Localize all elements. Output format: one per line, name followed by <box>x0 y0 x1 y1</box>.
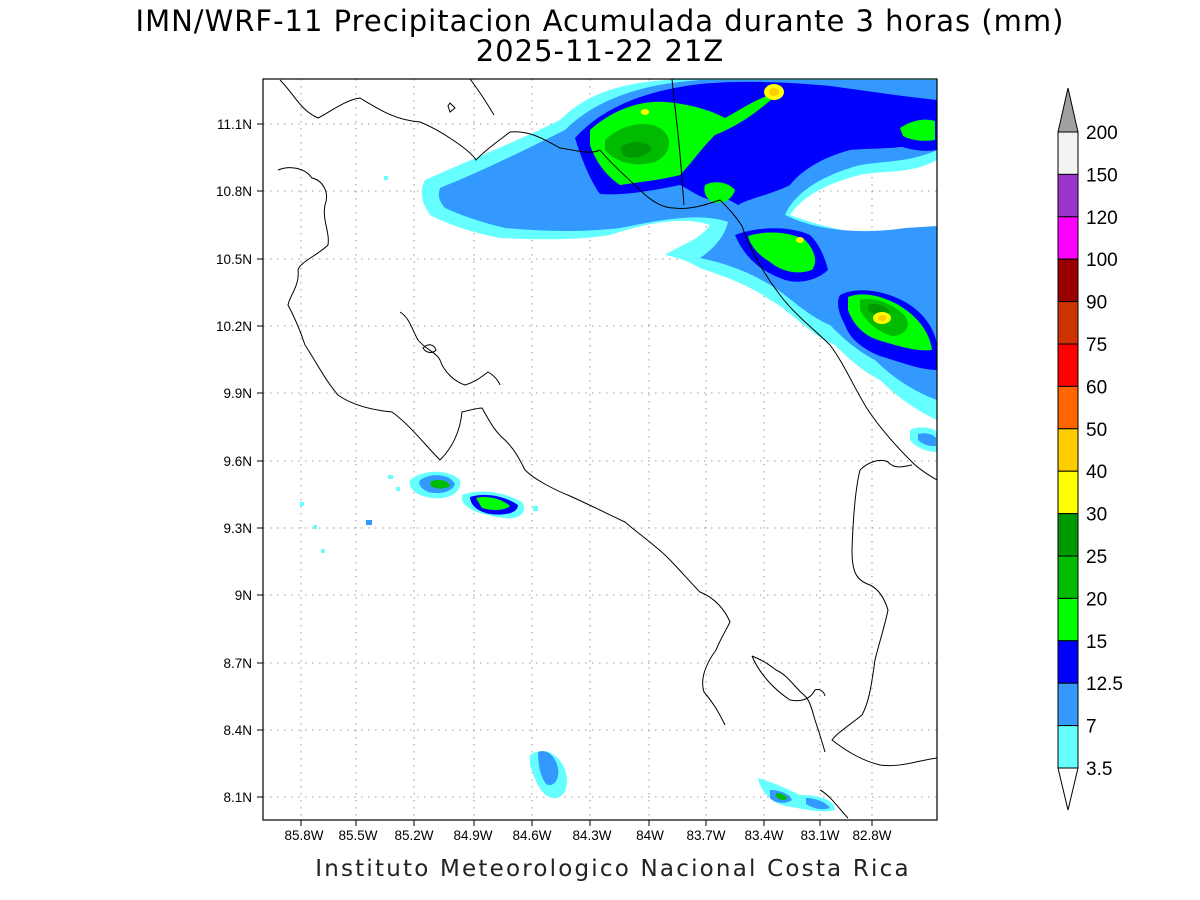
colorbar-swatch <box>1057 216 1079 260</box>
colorbar-swatch <box>1057 513 1079 557</box>
colorbar-label: 150 <box>1086 165 1118 186</box>
colorbar-swatch <box>1057 428 1079 472</box>
longitude-labels: 85.8W 85.5W 85.2W 84.9W 84.6W 84.3W 84W … <box>284 828 891 843</box>
lat-tick-label: 9.3N <box>223 521 252 536</box>
map-subtitle-datetime: 2025-11-22 21Z <box>475 34 725 68</box>
lon-tick-label: 83.4W <box>744 828 783 843</box>
lon-tick-label: 83.7W <box>686 828 725 843</box>
colorbar-swatch <box>1057 385 1079 430</box>
lat-tick-label: 11.1N <box>217 117 252 132</box>
lat-tick-label: 9.6N <box>223 454 252 469</box>
colorbar-bottom-arrow <box>1057 767 1079 811</box>
lat-tick-label: 10.2N <box>216 319 252 334</box>
coastline-borders <box>277 79 937 819</box>
colorbar-label: 75 <box>1086 335 1107 356</box>
colorbar-swatch <box>1057 682 1079 727</box>
colorbar-label: 90 <box>1086 293 1107 314</box>
colorbar-label: 100 <box>1086 250 1118 271</box>
lon-tick-label: 84.3W <box>572 828 611 843</box>
colorbar-legend: 200 150 120 100 90 75 60 50 40 30 25 20 15 12.5 7 3.5 <box>1057 87 1123 811</box>
latitude-labels: 11.1N 10.8N 10.5N 10.2N 9.9N 9.6N 9.3N 9… <box>216 117 252 805</box>
colorbar-swatch <box>1057 301 1079 345</box>
colorbar-swatch <box>1057 258 1079 303</box>
colorbar-swatch <box>1057 597 1079 642</box>
colorbar-swatch <box>1057 343 1079 387</box>
colorbar-label: 30 <box>1086 505 1107 526</box>
lat-tick-label: 10.8N <box>216 184 252 199</box>
map-frame <box>262 78 938 821</box>
lon-tick-label: 85.2W <box>394 828 433 843</box>
axis-ticks <box>257 123 873 826</box>
colorbar-swatch <box>1057 173 1079 218</box>
colorbar-label: 7 <box>1086 717 1097 738</box>
colorbar-swatch <box>1057 725 1079 769</box>
map-gridlines <box>263 79 937 820</box>
lat-tick-label: 9N <box>235 588 252 603</box>
map-title: IMN/WRF-11 Precipitacion Acumulada duran… <box>135 4 1065 38</box>
colorbar-label: 25 <box>1086 547 1107 568</box>
lon-tick-label: 83.1W <box>800 828 839 843</box>
lon-tick-label: 84.6W <box>512 828 551 843</box>
colorbar-label: 12.5 <box>1086 674 1123 695</box>
lat-tick-label: 8.7N <box>223 656 252 671</box>
lon-tick-label: 84W <box>636 828 664 843</box>
colorbar-swatch <box>1057 555 1079 599</box>
colorbar-swatch <box>1057 470 1079 515</box>
colorbar-swatch <box>1057 131 1079 175</box>
colorbar-top-arrow <box>1057 87 1079 133</box>
lon-tick-label: 82.8W <box>852 828 891 843</box>
colorbar-swatch <box>1057 640 1079 684</box>
precipitation-field <box>300 79 937 812</box>
lat-tick-label: 8.4N <box>223 723 252 738</box>
colorbar-label: 50 <box>1086 420 1107 441</box>
lat-tick-label: 10.5N <box>216 252 252 267</box>
colorbar-label: 40 <box>1086 462 1107 483</box>
institution-credit: Instituto Meteorologico Nacional Costa R… <box>315 856 911 882</box>
lon-tick-label: 85.5W <box>338 828 377 843</box>
colorbar-label: 15 <box>1086 632 1107 653</box>
lat-tick-label: 9.9N <box>223 386 252 401</box>
colorbar-label: 20 <box>1086 589 1107 610</box>
colorbar-label: 60 <box>1086 377 1107 398</box>
lat-tick-label: 8.1N <box>223 790 252 805</box>
lon-tick-label: 85.8W <box>284 828 323 843</box>
colorbar-label: 3.5 <box>1086 759 1112 780</box>
lon-tick-label: 84.9W <box>453 828 492 843</box>
colorbar-label: 120 <box>1086 208 1118 229</box>
colorbar-label: 200 <box>1086 123 1118 144</box>
